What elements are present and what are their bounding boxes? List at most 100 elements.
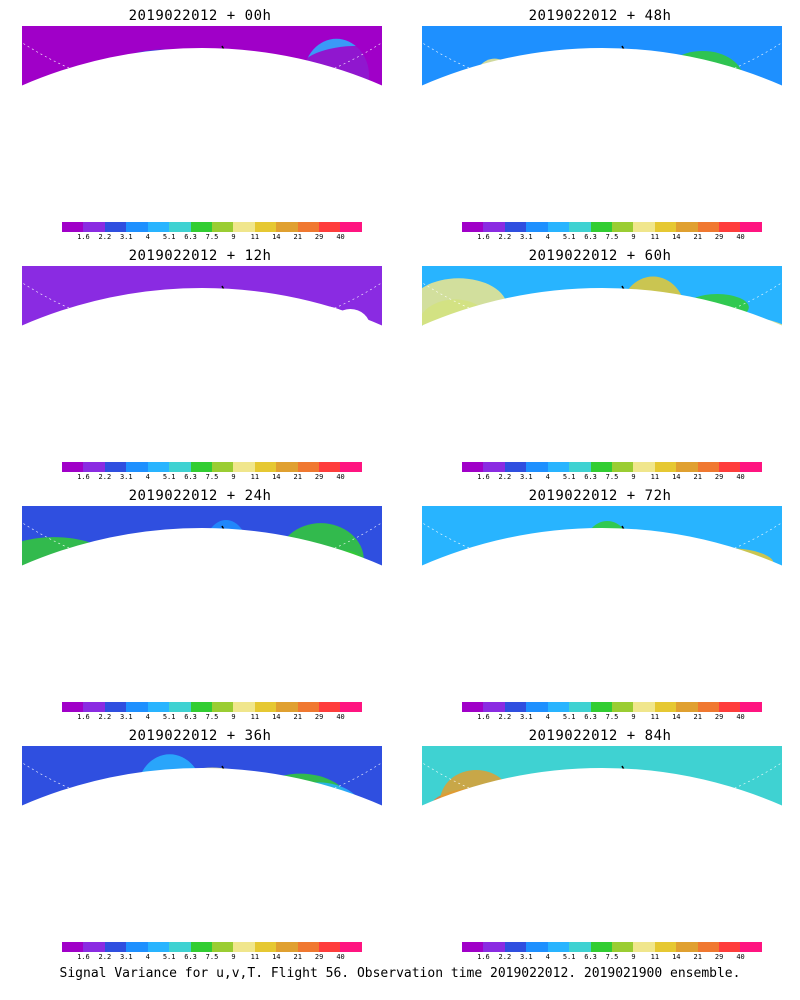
colorbar-segment xyxy=(211,222,234,232)
field-blob xyxy=(531,897,574,931)
colorbar-tick-label: 14 xyxy=(672,953,681,961)
forecast-map xyxy=(22,506,382,696)
colorbar-segment xyxy=(276,222,298,232)
map-outline xyxy=(22,527,382,567)
field-blob xyxy=(106,363,215,373)
colorbar xyxy=(462,222,762,232)
signal-maximum xyxy=(67,143,81,157)
field-blob xyxy=(22,654,115,696)
signal-maximum xyxy=(467,851,481,853)
colorbar-segment xyxy=(504,462,527,472)
field-blob xyxy=(194,826,263,853)
field-blob xyxy=(562,817,675,853)
colorbar-segment xyxy=(676,942,698,952)
colorbar-tick-label: 6.3 xyxy=(184,713,197,721)
field-blob xyxy=(71,889,182,936)
colorbar-segment xyxy=(697,462,720,472)
field-blob xyxy=(598,101,630,133)
colorbar-labels: 1.6 2.2 3.1 4 5.1 6.3 7.5 9 11 14 21 29 40 xyxy=(462,713,762,723)
colorbar-tick-label: 6.3 xyxy=(584,233,597,241)
field-blob xyxy=(561,72,651,128)
colorbar-tick-label: 40 xyxy=(336,713,345,721)
colorbar-segment xyxy=(547,222,570,232)
field-blob xyxy=(121,897,210,921)
colorbar-segment xyxy=(340,462,362,472)
field-blob xyxy=(672,547,774,579)
field-blob xyxy=(550,783,633,853)
field-blob xyxy=(547,125,651,133)
colorbar-tick-label: 5.1 xyxy=(162,953,176,961)
colorbar-segment xyxy=(504,222,527,232)
colorbar-tick-label: 3.1 xyxy=(119,233,133,241)
colorbar-tick-label: 21 xyxy=(293,713,302,721)
colorbar xyxy=(62,942,362,952)
panel-title: 2019022012 + 84h xyxy=(528,728,672,744)
field-blob xyxy=(127,897,190,933)
field-blob xyxy=(636,576,720,613)
colorbar-segment xyxy=(83,942,105,952)
colorbar-segment xyxy=(719,702,741,712)
field-blob xyxy=(564,788,685,813)
colorbar-tick-label: 40 xyxy=(336,233,345,241)
signal-maximum xyxy=(60,604,88,613)
colorbar-tick-label: 2.2 xyxy=(98,953,112,961)
field-blob xyxy=(517,646,565,691)
colorbar-tick-label: 14 xyxy=(672,473,681,481)
signal-maximum xyxy=(52,596,96,613)
colorbar-tick-label: 2.2 xyxy=(498,713,512,721)
map-panel: 2019022012 + 36h 1.6 2.2 3.1 4 5.1 6.3 7.5 9 11 14… xyxy=(0,720,400,961)
colorbar-segment xyxy=(147,702,170,712)
signal-maximum xyxy=(452,356,496,373)
field-blob xyxy=(527,789,610,826)
colorbar-tick-label: 40 xyxy=(736,473,745,481)
signal-maximum xyxy=(467,611,481,613)
field-blob xyxy=(473,58,516,108)
colorbar-tick-label: 29 xyxy=(314,953,324,961)
colorbar-segment xyxy=(126,942,148,952)
field-blob xyxy=(53,174,169,213)
field-blob xyxy=(482,120,514,133)
signal-maximum xyxy=(67,851,81,853)
colorbar-segment xyxy=(547,702,570,712)
field-blob xyxy=(467,875,560,920)
colorbar-segment xyxy=(611,942,634,952)
colorbar-tick-label: 29 xyxy=(714,953,724,961)
field-blob xyxy=(518,844,592,853)
colorbar-segment xyxy=(633,702,655,712)
colorbar-segment xyxy=(276,942,298,952)
field-blob xyxy=(523,410,635,446)
colorbar-tick-label: 21 xyxy=(293,473,302,481)
field-blob xyxy=(181,580,217,613)
field-blob xyxy=(22,360,81,373)
field-blob xyxy=(208,401,247,441)
colorbar-segment xyxy=(297,222,320,232)
map-panel: 2019022012 + 24h 1.6 2.2 3.1 4 5.1 6.3 7.5 9 11 14… xyxy=(0,480,400,721)
field-blob xyxy=(688,858,737,881)
field-blob xyxy=(228,542,270,565)
panel-title: 2019022012 + 12h xyxy=(128,248,272,264)
colorbar-tick-label: 9 xyxy=(631,713,636,721)
colorbar-segment xyxy=(654,222,677,232)
field-blob xyxy=(674,784,733,852)
colorbar-segment xyxy=(340,222,362,232)
colorbar-tick-label: 9 xyxy=(231,233,236,241)
field-blob xyxy=(29,851,94,853)
field-blob xyxy=(422,591,488,613)
coastline xyxy=(81,331,378,373)
colorbar-tick-label: 1.6 xyxy=(477,713,490,721)
colorbar-tick-label: 7.5 xyxy=(205,953,219,961)
coastline xyxy=(81,571,378,613)
colorbar-segment xyxy=(104,942,127,952)
colorbar-segment xyxy=(676,702,698,712)
colorbar-tick-label: 21 xyxy=(693,233,702,241)
colorbar-segment xyxy=(590,222,612,232)
field-blob xyxy=(239,308,336,346)
colorbar-tick-label: 5.1 xyxy=(562,953,576,961)
field-blob xyxy=(115,856,151,905)
field-blob xyxy=(255,385,341,453)
colorbar-segment xyxy=(462,702,484,712)
field-blob xyxy=(64,79,157,105)
colorbar-segment xyxy=(319,942,341,952)
signal-maximum xyxy=(52,128,96,133)
map-panel: 2019022012 + 00h 1.6 2.2 3.1 4 5.1 6.3 7.5 9 11 14… xyxy=(0,0,400,241)
